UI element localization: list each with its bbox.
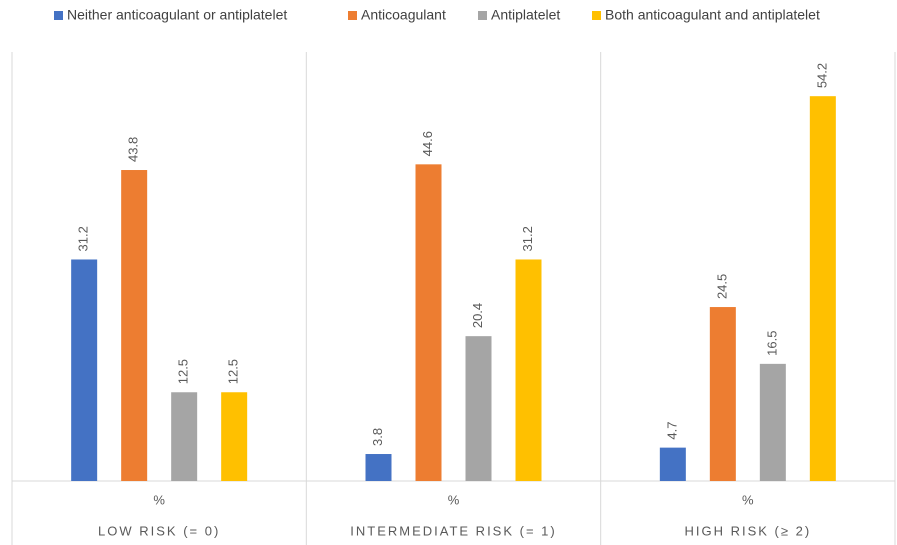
bar	[365, 454, 392, 481]
data-label: 12.5	[226, 359, 241, 384]
bar	[515, 259, 542, 481]
bar	[465, 336, 492, 481]
legend-label: Anticoagulant	[361, 7, 446, 23]
legend-swatch	[348, 11, 357, 20]
bar	[71, 259, 98, 481]
data-label: 43.8	[126, 137, 141, 162]
x-sublabel: %	[153, 492, 165, 507]
legend-label: Both anticoagulant and antiplatelet	[605, 7, 820, 23]
legend-swatch	[592, 11, 601, 20]
bar	[221, 392, 248, 481]
data-label: 54.2	[814, 63, 829, 88]
data-label: 3.8	[370, 428, 385, 446]
bar	[709, 307, 736, 481]
x-sublabel: %	[742, 492, 754, 507]
data-label: 12.5	[176, 359, 191, 384]
x-sublabel: %	[448, 492, 460, 507]
legend-label: Neither anticoagulant or antiplatelet	[67, 7, 287, 23]
legend-label: Antiplatelet	[491, 7, 560, 23]
data-label: 16.5	[764, 331, 779, 356]
bar	[659, 447, 686, 481]
bar	[809, 96, 836, 482]
legend-swatch	[478, 11, 487, 20]
data-label: 4.7	[664, 422, 679, 440]
x-tick-label: INTERMEDIATE RISK (= 1)	[350, 523, 556, 538]
data-label: 20.4	[470, 303, 485, 328]
bar	[759, 363, 786, 481]
x-tick-label: HIGH RISK (≥ 2)	[684, 523, 811, 538]
data-label: 44.6	[420, 131, 435, 156]
x-tick-label: LOW RISK (= 0)	[98, 523, 220, 538]
bar	[171, 392, 198, 481]
data-label: 31.2	[76, 226, 91, 251]
bar	[415, 164, 442, 481]
data-label: 31.2	[520, 226, 535, 251]
data-label: 24.5	[714, 274, 729, 299]
legend-swatch	[54, 11, 63, 20]
bar	[121, 170, 148, 481]
